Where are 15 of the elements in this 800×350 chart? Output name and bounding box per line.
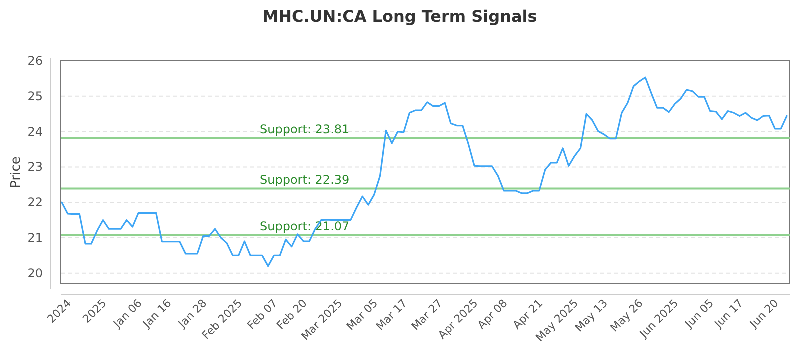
y-tick-label: 25 — [28, 89, 43, 104]
y-tick-label: 20 — [28, 266, 43, 280]
y-tick-label: 23 — [28, 160, 43, 174]
line-series — [61, 76, 788, 268]
y-tick-label: 22 — [28, 196, 43, 210]
y-tick-label: 24 — [28, 124, 43, 139]
ref-line-label: Support: 22.39 — [260, 172, 350, 187]
chart-title: MHC.UN:CA Long Term Signals — [262, 7, 538, 26]
x-tick-label: Jun 20 — [746, 296, 782, 332]
y-axis-title: Price — [9, 156, 24, 188]
y-tick-label: 26 — [28, 54, 43, 68]
y-tick-label: 21 — [28, 230, 43, 245]
x-tick-label: Jan 16 — [140, 296, 174, 332]
ref-line-label: Support: 23.81 — [260, 122, 350, 137]
x-tick-label: Jun 17 — [712, 296, 746, 332]
